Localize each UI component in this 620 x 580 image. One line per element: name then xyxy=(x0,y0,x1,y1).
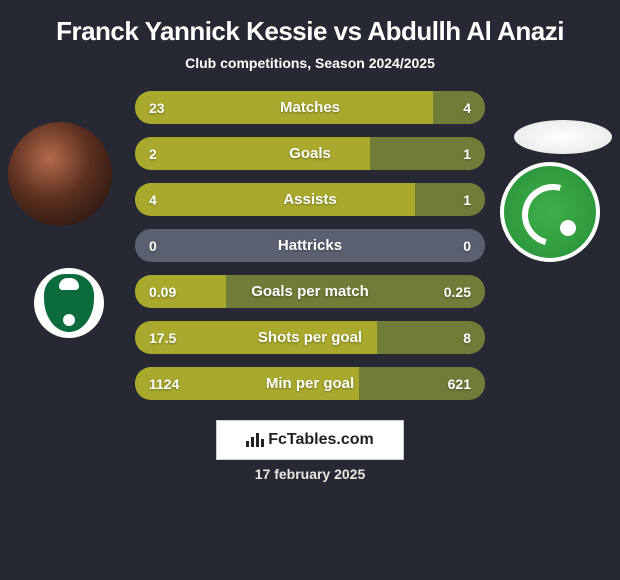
stat-value-left: 0.09 xyxy=(149,284,176,300)
page-subtitle: Club competitions, Season 2024/2025 xyxy=(0,55,620,71)
stat-value-left: 2 xyxy=(149,146,157,162)
stat-row: 17.5 Shots per goal 8 xyxy=(135,321,485,354)
stat-fill-left xyxy=(135,137,370,170)
bars-icon xyxy=(246,433,264,447)
stat-value-right: 0 xyxy=(463,238,471,254)
player2-club-badge xyxy=(500,162,600,262)
stat-value-left: 17.5 xyxy=(149,330,176,346)
stat-row: 0.09 Goals per match 0.25 xyxy=(135,275,485,308)
stat-value-right: 4 xyxy=(463,100,471,116)
stat-value-right: 8 xyxy=(463,330,471,346)
stat-row: 4 Assists 1 xyxy=(135,183,485,216)
stat-value-left: 4 xyxy=(149,192,157,208)
stat-value-right: 0.25 xyxy=(444,284,471,300)
stat-value-right: 1 xyxy=(463,192,471,208)
stat-row: 23 Matches 4 xyxy=(135,91,485,124)
stat-label: Assists xyxy=(283,191,336,208)
stat-value-right: 621 xyxy=(448,376,471,392)
swirl-icon xyxy=(520,182,580,242)
stat-label: Goals per match xyxy=(251,283,369,300)
stat-value-left: 0 xyxy=(149,238,157,254)
stat-value-left: 1124 xyxy=(149,376,179,392)
stat-label: Shots per goal xyxy=(258,329,362,346)
player2-avatar xyxy=(514,120,612,154)
stat-row: 1124 Min per goal 621 xyxy=(135,367,485,400)
page-title: Franck Yannick Kessie vs Abdullh Al Anaz… xyxy=(0,0,620,55)
stats-container: 23 Matches 4 2 Goals 1 4 Assists 1 0 Hattricks 0 0.0… xyxy=(135,91,485,400)
stat-label: Hattricks xyxy=(278,237,342,254)
date-label: 17 february 2025 xyxy=(0,466,620,482)
stat-value-left: 23 xyxy=(149,100,165,116)
stat-label: Min per goal xyxy=(266,375,354,392)
brand-label: FcTables.com xyxy=(268,431,374,449)
stat-value-right: 1 xyxy=(463,146,471,162)
stat-row: 2 Goals 1 xyxy=(135,137,485,170)
player1-avatar xyxy=(8,122,112,226)
player1-club-badge xyxy=(34,268,104,338)
stat-row: 0 Hattricks 0 xyxy=(135,229,485,262)
stat-label: Goals xyxy=(289,145,331,162)
shield-icon xyxy=(44,274,94,332)
stat-label: Matches xyxy=(280,99,340,116)
brand-badge[interactable]: FcTables.com xyxy=(216,420,404,460)
stat-fill-left xyxy=(135,183,415,216)
